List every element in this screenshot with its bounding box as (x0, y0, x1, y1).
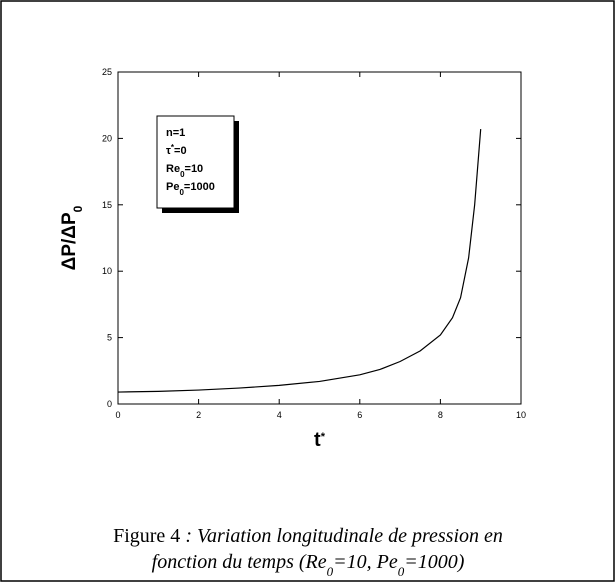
text-part: 0 (179, 188, 184, 197)
text-part: * (321, 431, 326, 443)
text-part: =0 (174, 145, 187, 157)
annotation-box (156, 115, 235, 209)
y-tick-label: 15 (102, 200, 112, 210)
text-part: t (314, 429, 321, 451)
text-part: 0 (180, 170, 185, 179)
text-part: : Variation longitudinale de pression en (185, 525, 503, 547)
annotation-line: Re0=10 (166, 163, 203, 179)
x-tick-label: 6 (357, 410, 362, 420)
text-part: τ (166, 145, 171, 157)
data-line (117, 129, 482, 393)
caption-line: Figure 4 : Variation longitudinale de pr… (113, 525, 503, 547)
caption-line: fonction du temps (Re0=10, Pe0=1000) (152, 551, 465, 579)
text-part: fonction du temps (Re (152, 551, 327, 573)
y-axis-label: ΔP/ΔP0 (59, 205, 85, 270)
y-tick-label: 5 (107, 333, 112, 343)
x-tick-label: 0 (115, 410, 120, 420)
text-part: 0 (398, 564, 405, 579)
y-tick-label: 10 (102, 266, 112, 276)
plot-frame (117, 71, 522, 405)
x-axis-label: t* (314, 429, 326, 451)
text-part: =10, Pe (333, 551, 398, 573)
y-tick-label: 0 (107, 399, 112, 409)
text-part: Re (166, 163, 180, 175)
text-part: ΔP/ΔP (59, 212, 80, 270)
y-tick-label: 20 (102, 133, 112, 143)
text-part: 0 (71, 205, 85, 212)
text-part: =10 (185, 163, 204, 175)
text-part: Pe (166, 181, 179, 193)
text-part: n=1 (166, 127, 185, 139)
text-part: * (171, 143, 175, 152)
text-part: Figure 4 (113, 525, 185, 547)
annotation-line: n=1 (166, 127, 185, 139)
text-part: =1000) (404, 551, 464, 573)
annotation-line: Pe0=1000 (166, 181, 215, 197)
x-tick-label: 10 (516, 410, 526, 420)
y-tick-label: 25 (102, 67, 112, 77)
x-tick-label: 4 (277, 410, 282, 420)
x-tick-label: 8 (438, 410, 443, 420)
text-part: =1000 (184, 181, 215, 193)
x-tick-label: 2 (196, 410, 201, 420)
annotation-line: τ*=0 (166, 143, 187, 158)
text-part: 0 (327, 564, 334, 579)
